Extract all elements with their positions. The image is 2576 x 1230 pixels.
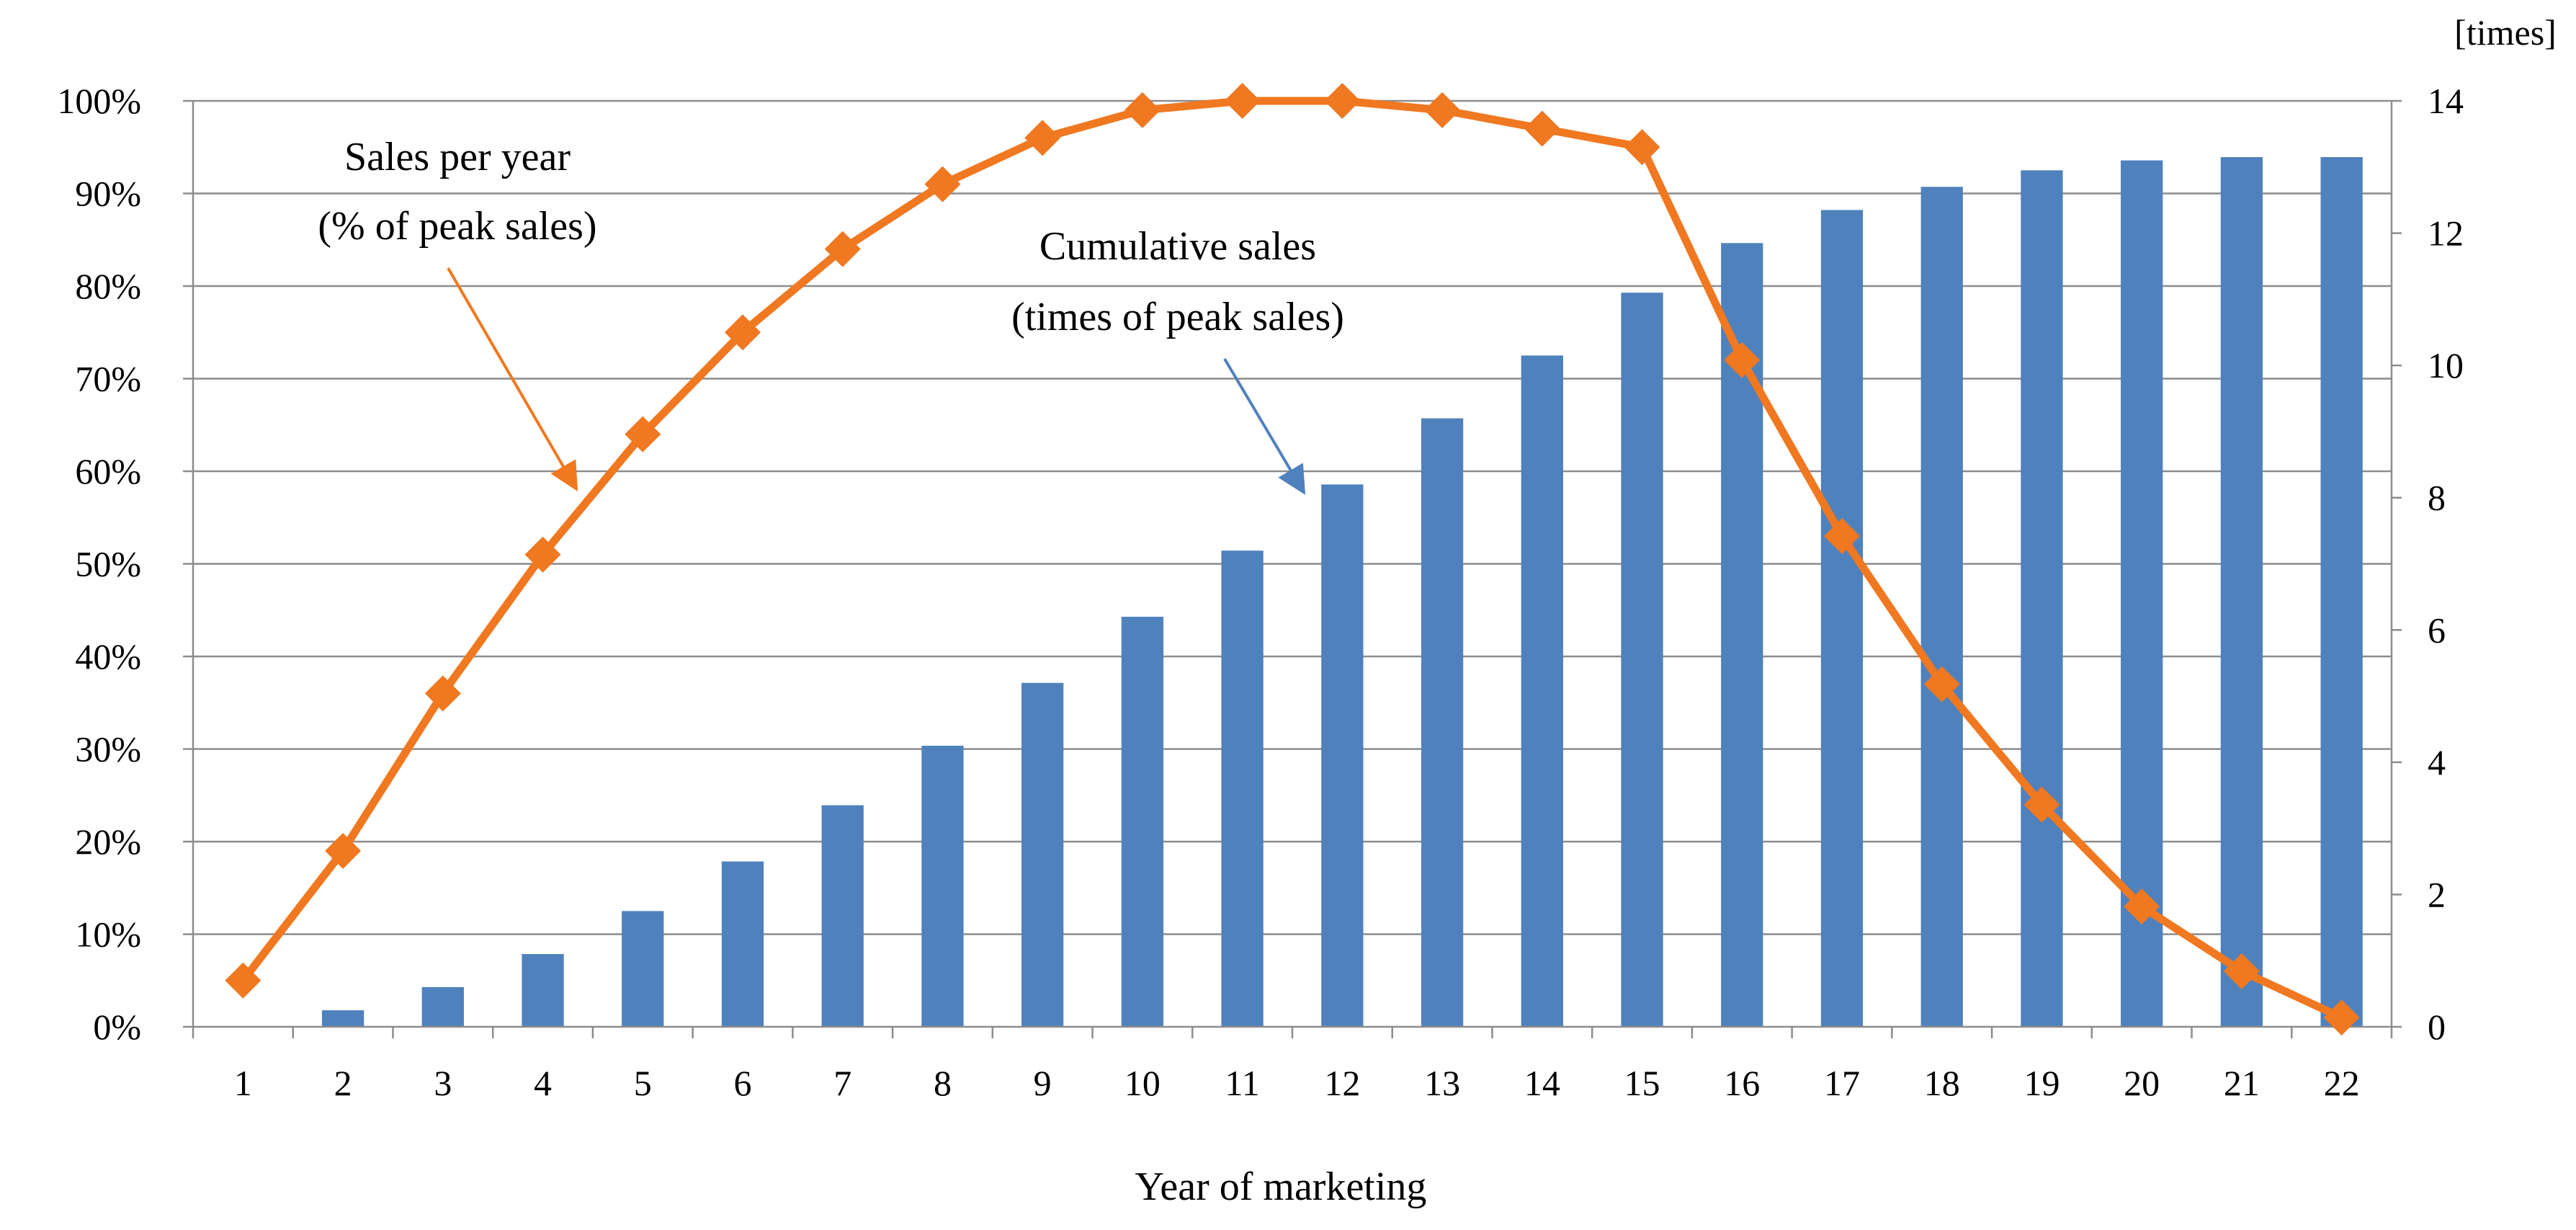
line-point-marker xyxy=(1024,120,1061,156)
y-right-tick-label: 2 xyxy=(2428,874,2446,914)
y-right-tick-label: 10 xyxy=(2428,345,2464,386)
bar xyxy=(1221,551,1264,1027)
bar xyxy=(522,954,564,1027)
y-left-tick-label: 70% xyxy=(75,359,141,399)
y-left-tick-label: 0% xyxy=(93,1007,141,1047)
annotation-cum-arrow xyxy=(1223,357,1306,495)
x-tick-label: 1 xyxy=(234,1063,252,1103)
line-point-marker xyxy=(424,675,461,712)
bar xyxy=(1421,418,1464,1027)
line-point-marker xyxy=(1524,110,1560,147)
x-tick-label: 7 xyxy=(833,1063,851,1103)
x-tick-label: 11 xyxy=(1225,1063,1260,1103)
x-tick-label: 15 xyxy=(1624,1063,1660,1103)
bar xyxy=(2121,160,2163,1027)
line-point-marker xyxy=(1923,666,1960,703)
line-point-marker xyxy=(1324,83,1361,119)
annotation-cum-line-1: Cumulative sales xyxy=(1039,224,1316,269)
x-tick-label: 2 xyxy=(334,1063,352,1103)
line-point-marker xyxy=(2323,999,2360,1036)
y-right-tick-label: 14 xyxy=(2428,81,2464,121)
bar xyxy=(1521,355,1563,1027)
bar xyxy=(2220,157,2263,1028)
line-point-marker xyxy=(1224,83,1261,119)
line-series-sales-per-year xyxy=(225,83,2360,1036)
bar xyxy=(1121,616,1164,1027)
annotation-sales-line-1: Sales per year xyxy=(344,135,571,179)
annotation-sales-line-2: (% of peak sales) xyxy=(318,204,596,249)
line-point-marker xyxy=(325,832,362,869)
x-tick-label: 20 xyxy=(2124,1063,2160,1103)
y-right-tick-label: 8 xyxy=(2428,478,2446,518)
bar xyxy=(321,1010,365,1027)
y-right-tick-label: 0 xyxy=(2428,1007,2446,1047)
bar xyxy=(622,911,664,1027)
line-point-marker xyxy=(1424,92,1461,128)
x-tick-label: 19 xyxy=(2023,1063,2060,1103)
x-tick-label: 13 xyxy=(1424,1063,1460,1103)
x-tick-label: 16 xyxy=(1724,1063,1760,1103)
line-point-marker xyxy=(1124,92,1160,128)
annotation-cum-line-2: (times of peak sales) xyxy=(1011,295,1344,339)
line-point-marker xyxy=(725,314,761,351)
bar xyxy=(721,861,764,1027)
line-point-marker xyxy=(2124,888,2160,924)
bar xyxy=(1321,484,1364,1027)
y-left-tick-label: 20% xyxy=(75,821,141,862)
y-left-tick-label: 100% xyxy=(57,81,141,121)
line-point-marker xyxy=(824,231,861,267)
x-tick-label: 17 xyxy=(1824,1063,1860,1103)
x-tick-label: 3 xyxy=(434,1063,452,1103)
annotation-cumulative-sales: Cumulative sales (times of peak sales) xyxy=(1011,224,1344,495)
x-tick-label: 4 xyxy=(534,1063,552,1103)
line-point-marker xyxy=(924,166,961,202)
bar xyxy=(421,986,464,1027)
line-point-marker xyxy=(524,536,561,573)
bar xyxy=(1820,210,1864,1028)
axes xyxy=(183,99,2402,1038)
line-point-marker xyxy=(1624,129,1660,166)
bar-series-cumulative-sales xyxy=(321,157,2363,1028)
y-right-tick-label: 4 xyxy=(2428,742,2446,783)
right-axis-unit-label: [times] xyxy=(2454,12,2557,53)
annotation-sales-per-year: Sales per year (% of peak sales) xyxy=(318,135,597,491)
bar xyxy=(821,805,864,1027)
x-tick-label: 10 xyxy=(1124,1063,1160,1103)
series-line xyxy=(240,97,2343,1022)
y-right-tick-label: 12 xyxy=(2428,213,2464,254)
bar xyxy=(1920,187,1963,1028)
bar xyxy=(2320,157,2363,1028)
bar xyxy=(2021,170,2063,1027)
x-tick-label: 9 xyxy=(1034,1063,1052,1103)
x-axis-title: Year of marketing xyxy=(1135,1164,1427,1209)
x-tick-label: 8 xyxy=(934,1063,952,1103)
y-left-tick-label: 50% xyxy=(75,544,141,584)
bar xyxy=(921,745,964,1027)
y-left-tick-label: 80% xyxy=(75,266,141,306)
line-point-marker xyxy=(2223,953,2260,989)
x-tick-label: 18 xyxy=(1924,1063,1960,1103)
y-left-tick-label: 40% xyxy=(75,636,141,677)
line-point-marker xyxy=(625,416,661,453)
line-point-marker xyxy=(1724,342,1761,378)
line-point-marker xyxy=(2023,786,2060,823)
tick-labels: 0% 10% 20% 30% 40% 50% 60% 70% 80% 90% 100% 0 2 4 6 8 10… xyxy=(57,81,2464,1103)
y-left-tick-label: 60% xyxy=(75,451,141,491)
y-left-tick-label: 30% xyxy=(75,729,141,770)
x-tick-label: 6 xyxy=(734,1063,752,1103)
x-tick-label: 12 xyxy=(1324,1063,1360,1103)
y-right-tick-label: 6 xyxy=(2428,610,2446,650)
bar xyxy=(1021,682,1064,1027)
bar xyxy=(1621,293,1663,1027)
x-tick-label: 22 xyxy=(2324,1063,2360,1103)
x-tick-label: 14 xyxy=(1524,1063,1560,1103)
annotation-sales-arrow xyxy=(447,267,578,491)
x-tick-label: 5 xyxy=(634,1063,652,1103)
y-left-tick-label: 10% xyxy=(75,914,141,955)
line-point-marker xyxy=(225,962,261,999)
x-tick-label: 21 xyxy=(2224,1063,2260,1103)
y-left-tick-label: 90% xyxy=(75,174,141,214)
line-point-marker xyxy=(1824,517,1860,554)
